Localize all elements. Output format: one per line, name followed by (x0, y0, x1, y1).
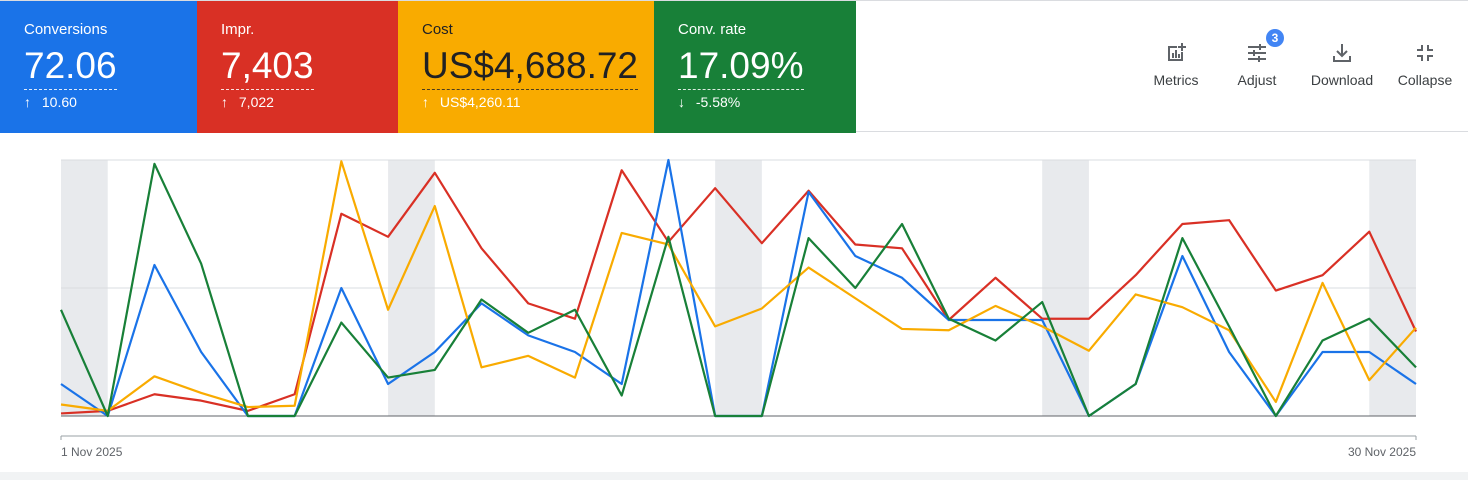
collapse-button[interactable]: Collapse (1394, 41, 1456, 97)
x-axis-start-label: 1 Nov 2025 (61, 445, 123, 459)
adjust-icon (1248, 44, 1266, 62)
series-line-impressions[interactable] (60, 169, 1417, 415)
scorecard-delta: ↑ 7,022 (221, 94, 274, 110)
scorecard-delta: ↓ -5.58% (678, 94, 741, 110)
arrow-down-icon: ↓ (678, 94, 685, 110)
series-lines-group (59, 158, 1417, 418)
bottom-divider (0, 472, 1468, 480)
arrow-up-icon: ↑ (221, 94, 228, 110)
metrics-label: Metrics (1153, 72, 1199, 88)
collapse-label: Collapse (1397, 72, 1453, 88)
scorecard-conversions[interactable]: Conversions 72.06 ↑ 10.60 (0, 1, 197, 133)
scorecard-value: 7,403 (221, 45, 314, 90)
download-icon (1333, 44, 1351, 62)
adjust-label: Adjust (1237, 72, 1277, 88)
download-button[interactable]: Download (1307, 41, 1377, 97)
metrics-button[interactable]: Metrics (1148, 41, 1204, 97)
scorecard-label: Conv. rate (678, 21, 747, 38)
scorecard-delta: ↑ 10.60 (24, 94, 77, 110)
scorecard-label: Cost (422, 21, 453, 38)
scorecard-value: 72.06 (24, 45, 117, 90)
scorecard-bar: Conversions 72.06 ↑ 10.60 Impr. 7,403 ↑ … (0, 0, 1468, 133)
scorecard-impressions[interactable]: Impr. 7,403 ↑ 7,022 (197, 1, 398, 133)
arrow-up-icon: ↑ (422, 94, 429, 110)
x-axis-end-label: 30 Nov 2025 (1348, 445, 1416, 459)
series-line-cost[interactable] (60, 160, 1417, 412)
adjust-button[interactable]: 3 Adjust (1232, 29, 1284, 97)
scorecard-label: Conversions (24, 21, 108, 38)
scorecard-delta: ↑ US$4,260.11 (422, 94, 521, 110)
adjust-badge: 3 (1266, 29, 1284, 47)
scorecard-conv-rate[interactable]: Conv. rate 17.09% ↓ -5.58% (654, 1, 856, 133)
series-line-conv-rate[interactable] (59, 162, 1417, 418)
scorecard-cost[interactable]: Cost US$4,688.72 ↑ US$4,260.11 (398, 1, 654, 133)
collapse-icon (1417, 45, 1433, 61)
scorecard-label: Impr. (221, 21, 255, 38)
scorecard-value: US$4,688.72 (422, 45, 639, 90)
arrow-up-icon: ↑ (24, 94, 31, 110)
performance-line-chart: 1 Nov 2025 30 Nov 2025 (59, 158, 1417, 459)
scorecard-value: 17.09% (678, 45, 804, 90)
download-label: Download (1310, 72, 1374, 88)
metrics-icon (1168, 43, 1186, 61)
